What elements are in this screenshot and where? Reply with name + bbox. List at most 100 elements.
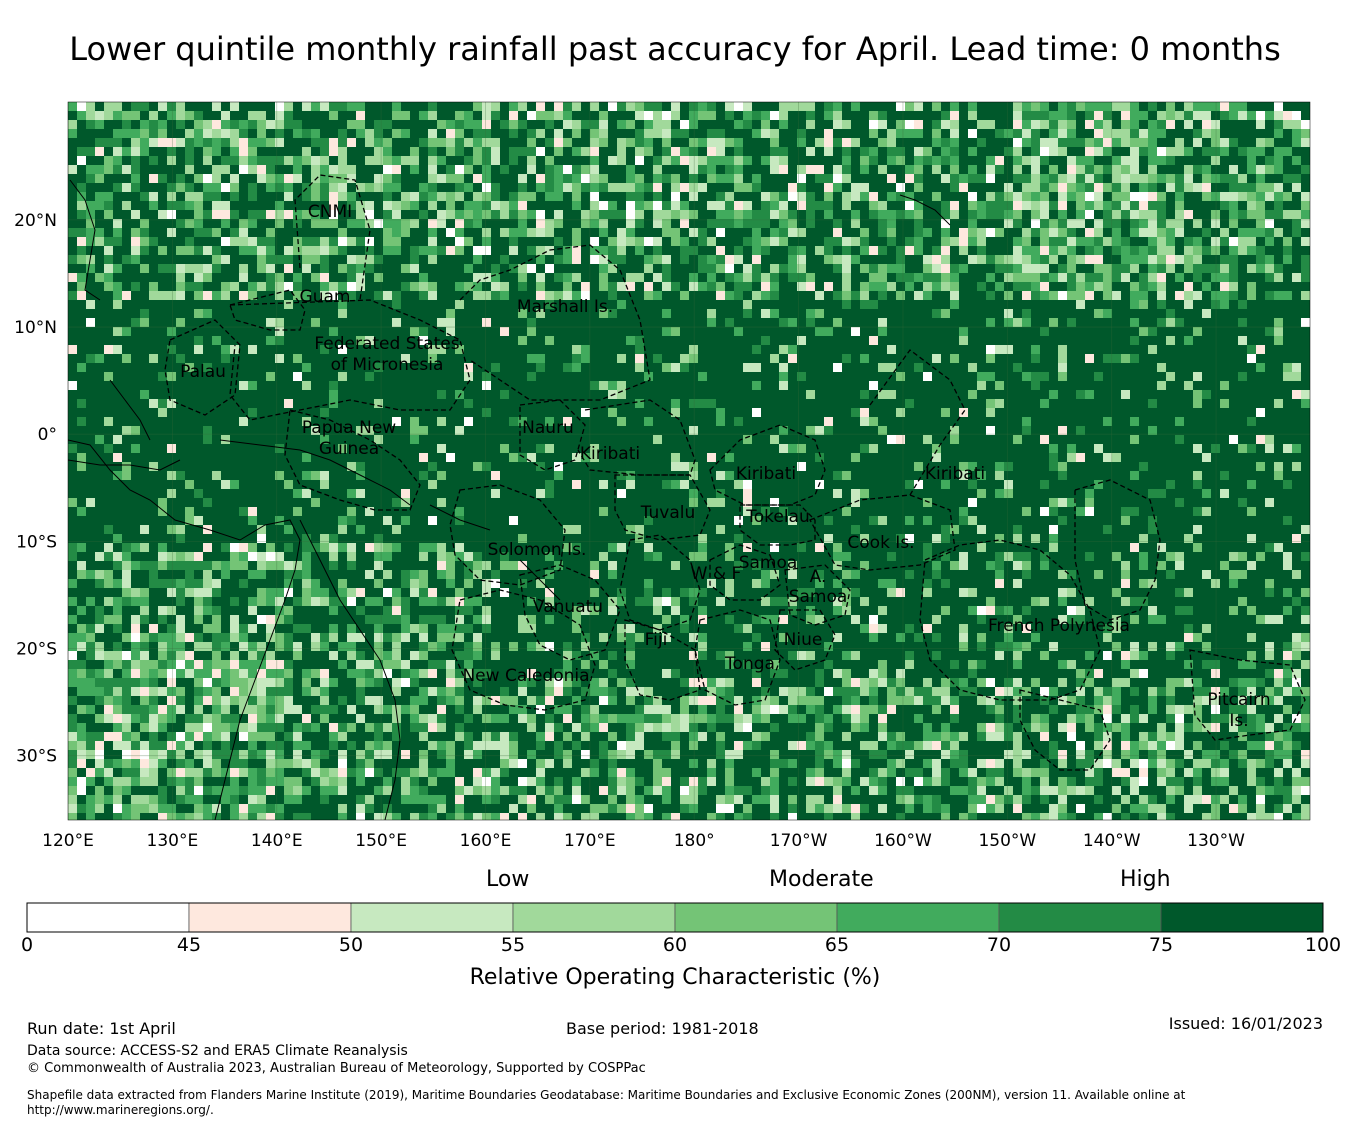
region-label: Vanuatu [533, 597, 603, 617]
colorbar-swatch [836, 902, 1000, 933]
eez-boundary-13 [1074, 479, 1161, 621]
coastlines [68, 179, 951, 820]
eez-boundaries [164, 174, 1306, 771]
region-label: Solomon Is. [488, 540, 587, 560]
page-title: Lower quintile monthly rainfall past acc… [69, 30, 1281, 68]
eez-boundary-22 [284, 409, 421, 511]
region-label: Tuvalu [640, 503, 696, 523]
eez-boundary-24 [519, 564, 621, 661]
lon-tick-label: 170°W [770, 831, 828, 851]
lon-tick-label: 130°W [1187, 831, 1245, 851]
lon-tick-label: 140°E [251, 831, 303, 851]
coastline-1 [299, 519, 401, 820]
region-label: A. [810, 567, 827, 587]
colorbar-swatch [188, 902, 352, 933]
coastline-7 [519, 559, 561, 601]
eez-boundary-0 [294, 174, 371, 301]
legend-category-low: Low [486, 867, 530, 892]
coastline-6 [429, 504, 491, 531]
coastline-8 [899, 194, 951, 226]
eez-boundary-5 [519, 399, 586, 471]
eez-boundary-4 [459, 244, 651, 401]
lat-tick-label: 10°N [14, 318, 57, 338]
colorbar-tick-label: 0 [20, 934, 34, 956]
eez-boundary-10 [809, 494, 956, 571]
colorbar-swatch [26, 902, 190, 933]
colorbar-swatch [1160, 902, 1324, 933]
region-label: Samoa [739, 553, 798, 573]
lat-tick-label: 10°S [16, 532, 57, 552]
region-label: Federated States [314, 334, 459, 354]
coastline-5 [109, 379, 151, 441]
region-label: Samoa [789, 587, 848, 607]
lon-tick-label: 160°E [460, 831, 512, 851]
eez-boundary-20 [774, 609, 836, 671]
graticule [68, 102, 1310, 820]
region-label: Tonga [724, 654, 775, 674]
coastline-3 [219, 439, 411, 506]
region-label: Guinea [319, 439, 379, 459]
colorbar-tick-label: 60 [662, 934, 688, 956]
region-label: Is. [1229, 711, 1248, 731]
lon-tick-label: 150°W [978, 831, 1036, 851]
colorbar-tick-label: 65 [824, 934, 850, 956]
colorbar-tick-label: 50 [338, 934, 364, 956]
colorbar-tick-label: 45 [176, 934, 202, 956]
roc-heatmap [68, 102, 1310, 820]
lon-tick-label: 130°E [147, 831, 199, 851]
legend-category-high: High [1120, 867, 1171, 892]
region-label: of Micronesia [331, 355, 444, 375]
region-label: Palau [180, 362, 226, 382]
coastline-2 [68, 459, 181, 471]
lon-tick-label: 140°W [1083, 831, 1141, 851]
lon-tick-label: 150°E [355, 831, 407, 851]
region-label: Papua New [302, 418, 396, 438]
eez-boundary-9 [739, 504, 816, 546]
eez-boundary-3 [229, 299, 471, 421]
coastline-4 [69, 179, 101, 301]
region-label: Tokelau [745, 507, 810, 527]
eez-boundary-19 [784, 564, 851, 626]
colorbar-frame [26, 902, 1324, 933]
copyright: © Commonwealth of Australia 2023, Austra… [27, 1061, 646, 1076]
lat-tick-label: 20°S [16, 640, 57, 660]
region-label: Nauru [522, 418, 574, 438]
region-label: Niue [784, 630, 823, 650]
eez-boundary-18 [709, 544, 781, 601]
eez-boundary-21 [694, 609, 781, 706]
colorbar-tick-label: 70 [986, 934, 1012, 956]
lat-tick-label: 0° [38, 425, 57, 445]
legend-category-moderate: Moderate [769, 867, 874, 892]
eez-boundary-15 [1019, 689, 1111, 771]
lon-tick-label: 160°W [874, 831, 932, 851]
region-label: Cook Is. [847, 533, 914, 553]
region-label: Kiribati [736, 464, 796, 484]
region-label: Marshall Is. [517, 297, 613, 317]
colorbar-swatch [350, 902, 514, 933]
data-source: Data source: ACCESS-S2 and ERA5 Climate … [27, 1043, 408, 1059]
colorbar-tick-label: 55 [500, 934, 526, 956]
colorbar [26, 902, 1324, 933]
colorbar-tick-label: 75 [1148, 934, 1174, 956]
colorbar-swatch [998, 902, 1162, 933]
region-label: Guam [300, 287, 351, 307]
eez-boundary-14 [1189, 649, 1306, 741]
region-label: Pitcairn [1207, 690, 1270, 710]
lat-tick-label: 30°S [16, 747, 57, 767]
shapefile-credit: Shapefile data extracted from Flanders M… [27, 1088, 1186, 1117]
eez-boundary-11 [869, 349, 966, 496]
lon-axis: 120°E 130°E 140°E 150°E 160°E 170°E 180° 170°W 1… [42, 831, 1245, 851]
colorbar-swatch [674, 902, 838, 933]
colorbar-swatch [512, 902, 676, 933]
eez-boundary-1 [229, 289, 306, 331]
eez-boundary-2 [164, 319, 241, 416]
map-frame [67, 101, 1311, 821]
region-label: Kiribati [580, 444, 640, 464]
eez-boundary-17 [624, 619, 701, 701]
coastline-0 [68, 439, 301, 820]
lat-axis: 20°N 10°N 0° 10°S 20°S 30°S [14, 211, 57, 767]
eez-boundary-25 [451, 589, 596, 711]
region-label: Fiji [645, 630, 668, 650]
eez-boundary-6 [577, 399, 696, 476]
eez-boundary-12 [919, 539, 1101, 701]
